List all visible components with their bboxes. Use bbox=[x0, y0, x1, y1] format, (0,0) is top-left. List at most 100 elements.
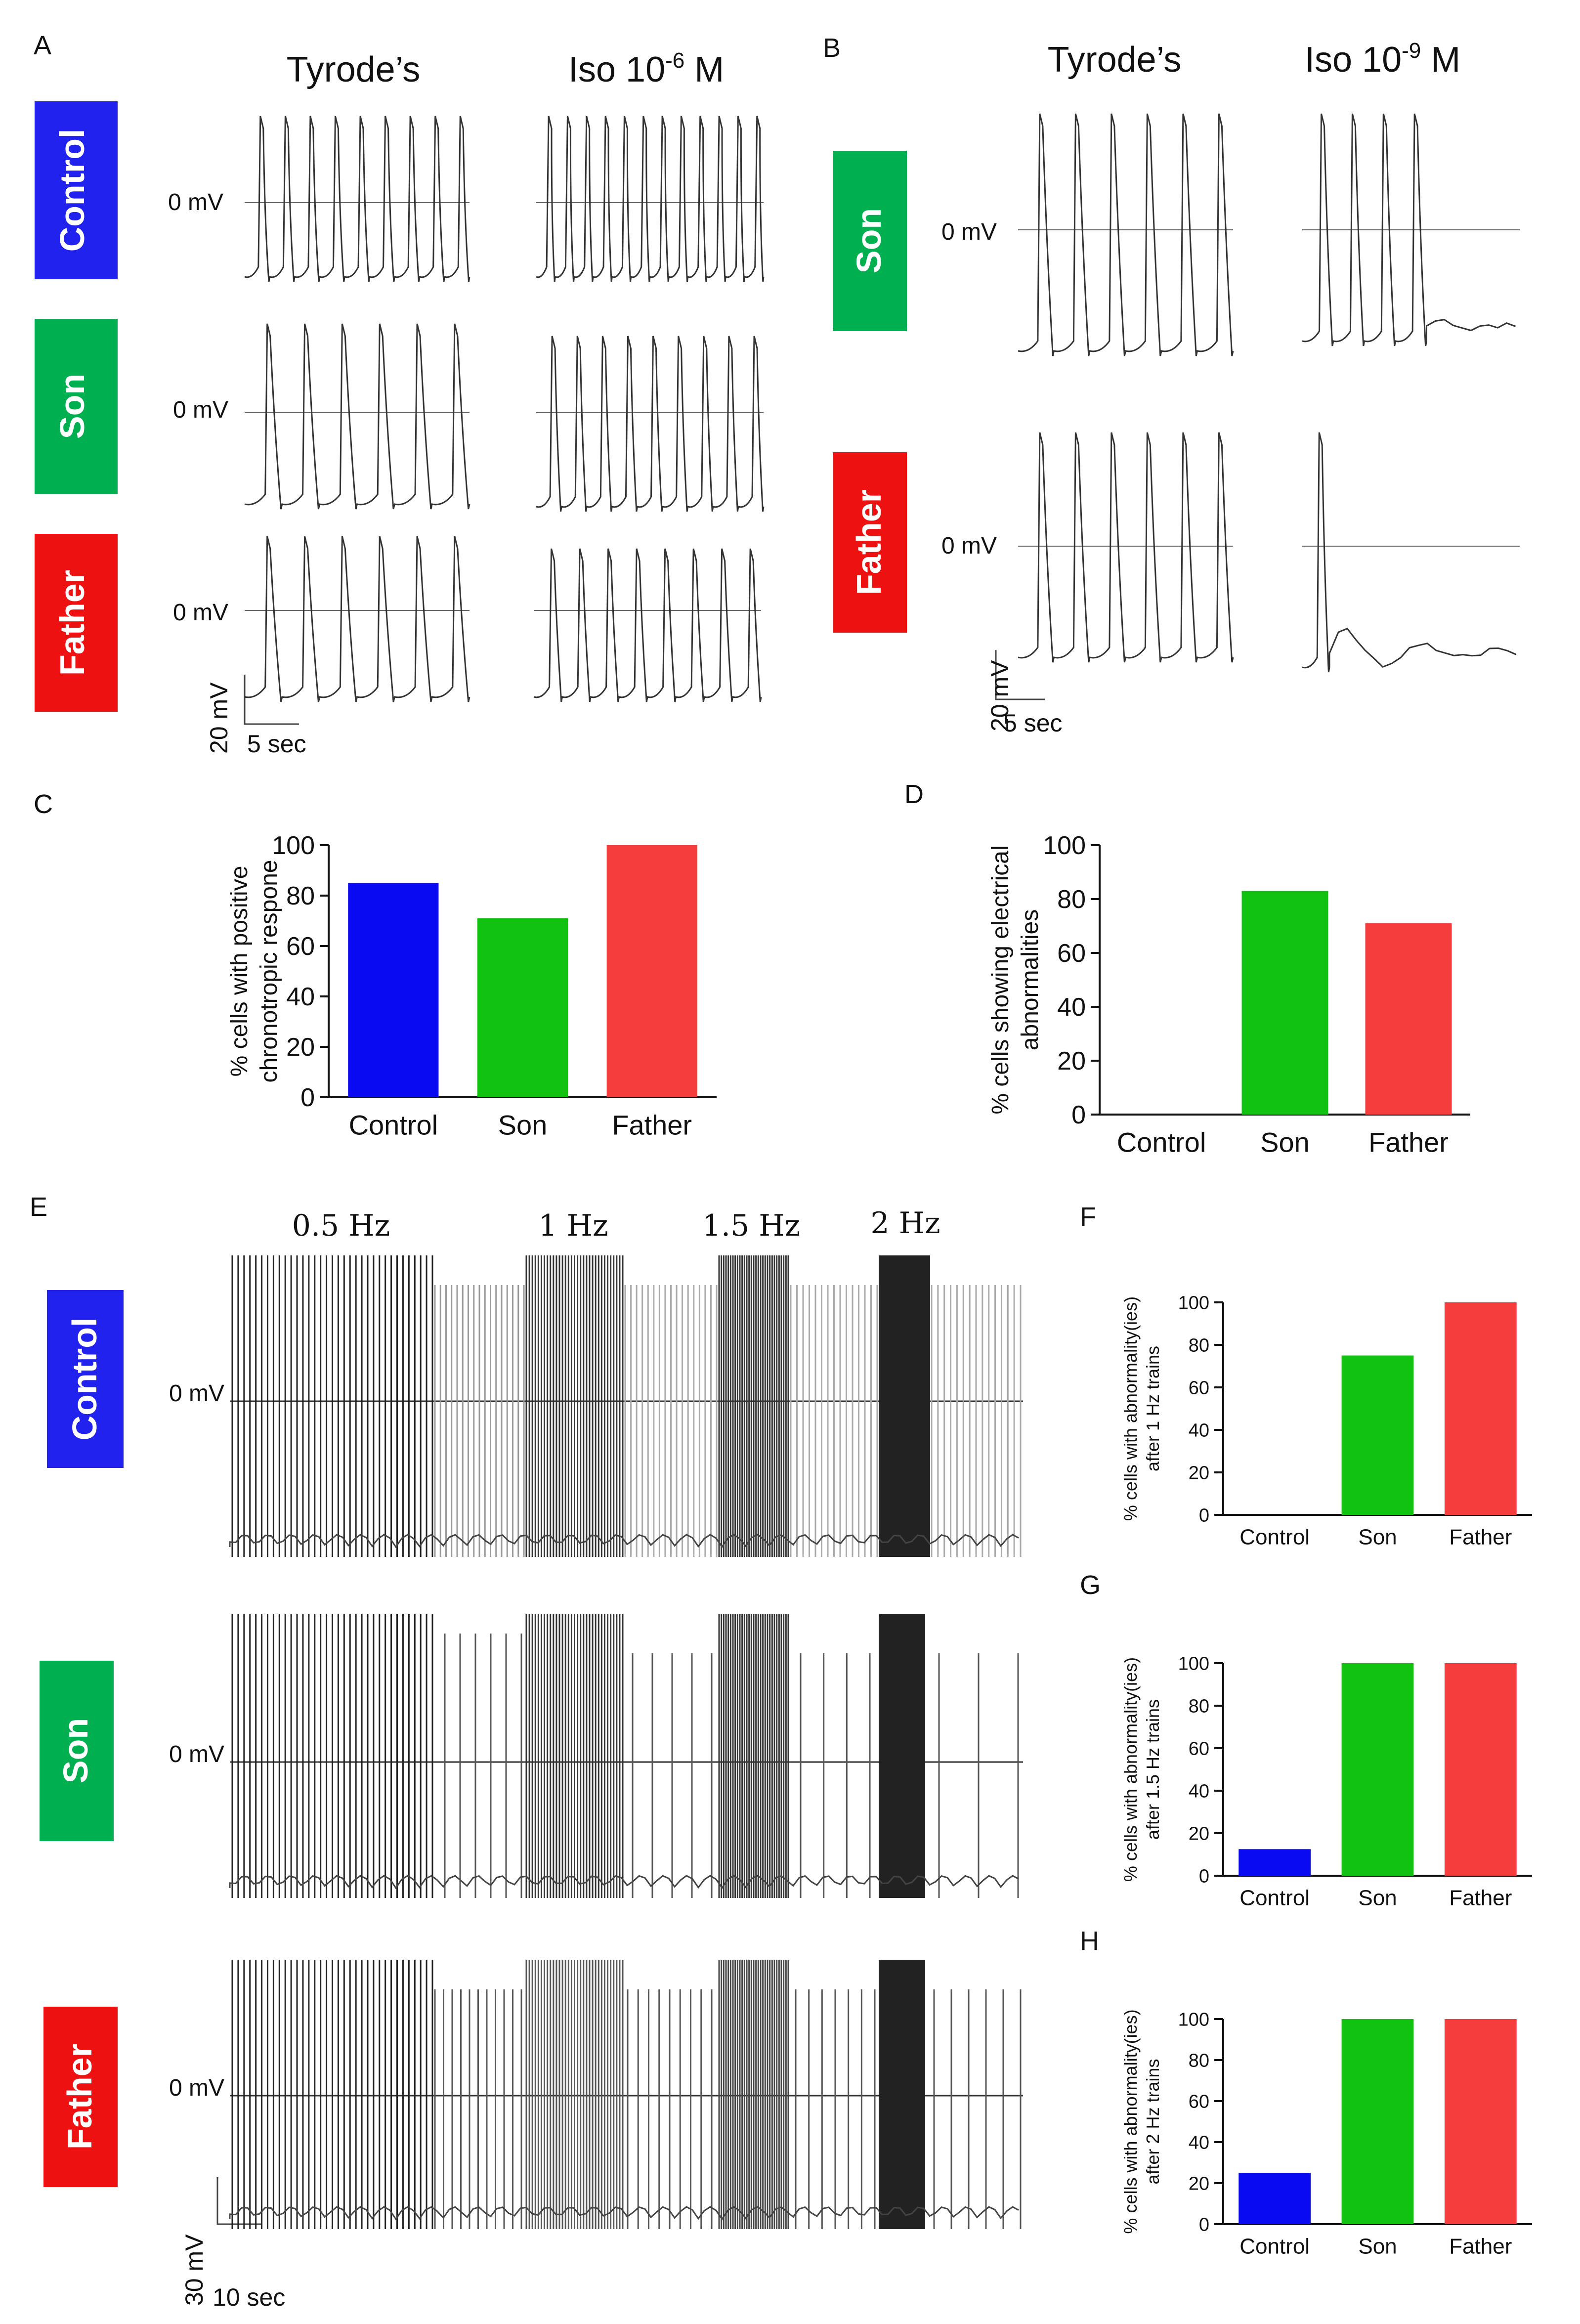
panel-letter-b: B bbox=[823, 33, 841, 63]
panel-letter-g: G bbox=[1080, 1570, 1101, 1600]
y-tick-label-f: 20 bbox=[1189, 1463, 1209, 1483]
svg-text:Control: Control bbox=[65, 1318, 104, 1441]
panel-letter-f: F bbox=[1080, 1202, 1096, 1232]
trace-a-son-tyrode-waveform bbox=[245, 324, 470, 509]
row-label-son-e: Son bbox=[40, 1661, 114, 1841]
x-tick-label-f: Control bbox=[1239, 1525, 1310, 1549]
trace-e-control bbox=[230, 1255, 1023, 1557]
trace-a-father-iso-waveform bbox=[534, 549, 761, 702]
y-axis-label-g: after 1.5 Hz trains bbox=[1143, 1699, 1163, 1840]
y-axis-label-f: after 1 Hz trains bbox=[1143, 1346, 1163, 1471]
x-tick-label-g: Father bbox=[1449, 1886, 1512, 1910]
x-tick-label-c: Son bbox=[498, 1110, 548, 1141]
x-tick-label-g: Son bbox=[1358, 1886, 1397, 1910]
bar-f-son bbox=[1342, 1356, 1414, 1515]
bar-c-control bbox=[348, 883, 438, 1098]
trace-layer bbox=[230, 114, 1520, 2229]
x-tick-label-c: Control bbox=[349, 1110, 438, 1141]
scale-bar-b: 20 mV 5 sec bbox=[986, 650, 1063, 737]
bar-d-father bbox=[1366, 923, 1452, 1115]
y-tick-label-g: 100 bbox=[1178, 1653, 1209, 1674]
row-label-control-a: Control bbox=[35, 101, 118, 279]
y-tick-label-c: 40 bbox=[286, 983, 315, 1011]
panel-b-title-tyrode: Tyrode’s bbox=[1048, 40, 1182, 80]
y-tick-label-d: 80 bbox=[1057, 885, 1086, 914]
y-tick-label-g: 60 bbox=[1189, 1738, 1209, 1759]
svg-text:Father: Father bbox=[850, 489, 888, 595]
trace-b-son-tyrode bbox=[1018, 114, 1233, 356]
trace-e-son bbox=[230, 1614, 1023, 1898]
svg-text:30 mV: 30 mV bbox=[180, 2234, 208, 2306]
svg-text:20 mV: 20 mV bbox=[205, 682, 233, 754]
trace-a-father-iso bbox=[534, 549, 761, 702]
y-axis-label-g: % cells with abnormality(ies) bbox=[1120, 1657, 1141, 1882]
y-tick-label-h: 0 bbox=[1199, 2214, 1209, 2235]
y-tick-label-f: 60 bbox=[1189, 1377, 1209, 1398]
x-tick-label-h: Father bbox=[1449, 2234, 1512, 2258]
trace-a-father-tyrode bbox=[245, 536, 470, 702]
y-tick-label-f: 40 bbox=[1189, 1420, 1209, 1441]
y-tick-label-f: 100 bbox=[1178, 1292, 1209, 1313]
x-tick-label-d: Son bbox=[1260, 1127, 1310, 1158]
y-tick-label-h: 60 bbox=[1189, 2091, 1209, 2112]
trace-b-father-tyrode-waveform bbox=[1018, 432, 1233, 662]
zero-label-e-son: 0 mV bbox=[169, 1741, 224, 1767]
row-label-father-e: Father bbox=[43, 2007, 118, 2187]
y-tick-label-h: 80 bbox=[1189, 2050, 1209, 2071]
scale-bar-a: 20 mV 5 sec bbox=[205, 675, 306, 758]
svg-text:Control: Control bbox=[53, 129, 91, 252]
panel-letter-e: E bbox=[30, 1192, 47, 1222]
trace-b-father-iso bbox=[1302, 432, 1520, 672]
y-tick-label-d: 20 bbox=[1057, 1047, 1086, 1076]
trace-b-son-tyrode-waveform bbox=[1018, 114, 1233, 356]
y-axis-label-c: chronotropic respone bbox=[256, 860, 282, 1083]
bar-g-father bbox=[1445, 1663, 1517, 1876]
trace-b-son-iso bbox=[1302, 114, 1520, 346]
y-tick-label-d: 40 bbox=[1057, 993, 1086, 1022]
trace-a-son-iso bbox=[536, 336, 764, 512]
y-tick-label-c: 0 bbox=[300, 1083, 315, 1112]
zero-label-e-control: 0 mV bbox=[169, 1380, 224, 1407]
trace-a-control-tyrode-waveform bbox=[245, 116, 470, 282]
trace-a-son-iso-waveform bbox=[536, 336, 764, 512]
row-label-father-b: Father bbox=[833, 452, 907, 633]
trace-b-father-iso-waveform bbox=[1302, 432, 1516, 672]
x-tick-label-c: Father bbox=[612, 1110, 692, 1141]
zero-label-a-father: 0 mV bbox=[173, 600, 228, 626]
y-tick-label-d: 100 bbox=[1043, 831, 1086, 860]
x-tick-label-h: Son bbox=[1358, 2234, 1397, 2258]
svg-text:Father: Father bbox=[53, 570, 91, 676]
bar-c-father bbox=[607, 845, 697, 1097]
panel-a-title-iso: Iso 10-6 M bbox=[568, 48, 724, 89]
bar-chart-g: 0 20 40 60 80 100 Control Son Father % cells with… bbox=[1120, 1653, 1532, 1910]
y-tick-label-d: 60 bbox=[1057, 939, 1086, 968]
panel-letter-d: D bbox=[904, 779, 924, 809]
y-tick-label-g: 20 bbox=[1189, 1823, 1209, 1844]
trace-a-control-tyrode bbox=[245, 116, 470, 282]
svg-text:5 sec: 5 sec bbox=[247, 730, 306, 758]
y-tick-label-d: 0 bbox=[1071, 1101, 1086, 1129]
y-axis-label-f: % cells with abnormality(ies) bbox=[1120, 1296, 1141, 1521]
y-axis-label-d: % cells showing electrical bbox=[987, 845, 1014, 1114]
trace-a-son-tyrode bbox=[245, 324, 470, 509]
hz-label-2: 2 Hz bbox=[870, 1206, 940, 1241]
bar-h-son bbox=[1342, 2019, 1414, 2224]
svg-text:Son: Son bbox=[850, 208, 888, 273]
y-tick-label-c: 20 bbox=[286, 1033, 315, 1062]
panel-letter-a: A bbox=[34, 31, 51, 60]
bar-c-son bbox=[477, 918, 568, 1097]
y-tick-label-c: 80 bbox=[286, 882, 315, 910]
panel-letter-h: H bbox=[1080, 1926, 1099, 1956]
trace-a-control-iso bbox=[536, 116, 764, 282]
x-tick-label-f: Son bbox=[1358, 1525, 1397, 1549]
trace-e-father bbox=[230, 1960, 1023, 2229]
bar-d-son bbox=[1242, 891, 1328, 1115]
hz-label-1-5: 1.5 Hz bbox=[702, 1208, 800, 1243]
bar-chart-d: 0 20 40 60 80 100 Control Son Father % cells show… bbox=[987, 831, 1470, 1158]
bar-chart-c: 0 20 40 60 80 100 Control Son Father % cells with… bbox=[226, 831, 717, 1140]
row-label-father-a: Father bbox=[35, 534, 118, 712]
y-tick-label-g: 0 bbox=[1199, 1866, 1209, 1887]
bar-h-father bbox=[1445, 2019, 1517, 2224]
row-label-son-b: Son bbox=[833, 151, 907, 331]
hz-label-1: 1 Hz bbox=[538, 1208, 608, 1243]
